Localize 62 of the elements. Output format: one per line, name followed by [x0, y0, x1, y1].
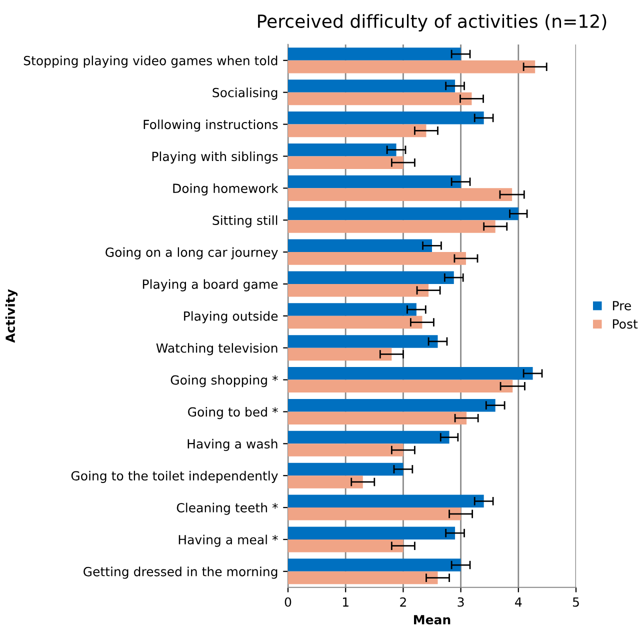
chart-title: Perceived difficulty of activities (n=12) — [258, 14, 606, 32]
bar — [288, 508, 461, 520]
y-tick-label: Getting dressed in the morning — [84, 566, 278, 579]
y-tick-label: Stopping playing video games when told — [24, 56, 278, 68]
x-tick-label: 2 — [400, 597, 406, 607]
x-tick-label: 1 — [342, 597, 348, 607]
bar — [288, 143, 396, 156]
bar — [288, 124, 426, 138]
bar — [288, 571, 438, 584]
y-tick-label: Playing with siblings — [152, 151, 278, 164]
bar — [288, 335, 438, 348]
bar — [288, 526, 456, 540]
bar — [288, 476, 363, 488]
x-tick-label: 3 — [458, 597, 464, 607]
y-tick-label: Sitting still — [212, 215, 278, 228]
bar — [288, 112, 484, 124]
y-tick-label: Following instructions — [144, 120, 278, 132]
x-tick-label: 5 — [572, 597, 579, 607]
bar — [288, 271, 454, 284]
bar — [288, 156, 404, 170]
y-tick-label: Cleaning teeth * — [176, 502, 278, 515]
y-axis-title: Activity — [5, 289, 18, 343]
bar — [288, 303, 416, 316]
y-tick-label: Playing outside — [184, 311, 278, 324]
bar — [288, 316, 422, 329]
bar — [288, 430, 450, 444]
bar — [288, 207, 518, 220]
bar — [288, 175, 461, 188]
bar — [288, 252, 466, 265]
y-tick-label: Socialising — [212, 88, 278, 100]
bar — [288, 494, 484, 508]
bar — [288, 48, 461, 60]
bar — [288, 92, 472, 106]
y-tick-label: Having a wash — [188, 438, 278, 452]
bar — [288, 412, 467, 424]
bar — [288, 444, 404, 456]
bar — [288, 539, 404, 552]
y-tick-label: Going shopping * — [170, 375, 278, 388]
legend-label: Pre — [612, 301, 631, 310]
y-tick-label: Playing a board game — [142, 279, 278, 292]
bar — [288, 348, 392, 361]
y-tick-label: Going to the toilet independently — [71, 470, 278, 483]
bar — [288, 284, 429, 297]
bar — [288, 380, 513, 393]
bar — [288, 462, 404, 476]
bar — [288, 188, 512, 201]
bar — [288, 220, 496, 233]
x-tick-label: 4 — [515, 597, 522, 607]
y-tick-label: Doing homework — [173, 183, 278, 196]
y-tick-label: Going to bed * — [188, 406, 278, 420]
y-tick-label: Going on a long car journey — [106, 247, 278, 260]
bar — [288, 239, 432, 252]
bar — [288, 80, 456, 92]
bar — [288, 558, 461, 572]
legend-label: Post — [612, 319, 638, 329]
y-tick-label: Having a meal * — [178, 534, 278, 547]
y-tick-label: Watching television — [156, 343, 278, 356]
bar — [288, 60, 536, 74]
bar — [288, 398, 496, 412]
bar — [288, 367, 533, 380]
x-tick-label: 0 — [284, 597, 292, 607]
x-axis-title: Mean — [414, 615, 450, 624]
